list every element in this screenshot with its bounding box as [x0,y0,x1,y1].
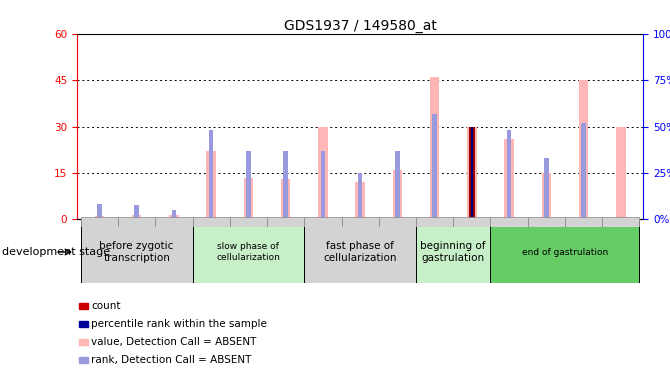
Bar [79,339,88,345]
Bar [544,158,549,219]
Text: development stage: development stage [2,247,110,257]
Bar [318,127,328,219]
Bar [468,127,475,219]
Bar [490,217,528,227]
Bar [206,151,216,219]
Bar [97,204,102,219]
Bar [304,221,416,283]
Text: value, Detection Call = ABSENT: value, Detection Call = ABSENT [91,337,257,347]
Bar [94,216,104,219]
Bar [79,303,88,309]
Bar [170,215,178,219]
Bar [490,221,639,283]
Bar [81,217,118,227]
Bar [118,217,155,227]
Title: GDS1937 / 149580_at: GDS1937 / 149580_at [283,19,437,33]
Bar [393,170,402,219]
Bar [192,221,304,283]
Bar [542,173,551,219]
Bar [602,217,639,227]
Bar [342,217,379,227]
Bar [321,151,325,219]
Bar [172,210,176,219]
Bar [209,130,213,219]
Bar [135,206,139,219]
Text: beginning of
gastrulation: beginning of gastrulation [421,242,486,263]
Bar [283,151,288,219]
Bar [416,217,453,227]
Bar [432,114,437,219]
Bar [579,80,588,219]
Bar [192,217,230,227]
Bar [244,178,253,219]
Bar [81,221,192,283]
Bar [416,221,490,283]
Bar [155,217,192,227]
Text: slow phase of
cellularization: slow phase of cellularization [216,243,280,262]
Bar [430,77,440,219]
Bar [507,130,511,219]
Bar [616,127,626,219]
Bar [281,179,290,219]
Bar [79,357,88,363]
Bar [304,217,342,227]
Bar [356,182,364,219]
Bar [79,321,88,327]
Bar [582,123,586,219]
Bar [471,127,473,219]
Bar [453,217,490,227]
Bar [379,217,416,227]
Bar [505,139,514,219]
Text: count: count [91,301,121,311]
Bar [565,217,602,227]
Bar [246,151,251,219]
Bar [528,217,565,227]
Bar [358,173,362,219]
Bar [467,127,476,219]
Text: percentile rank within the sample: percentile rank within the sample [91,319,267,329]
Text: before zygotic
transcription: before zygotic transcription [99,242,174,263]
Text: end of gastrulation: end of gastrulation [522,248,608,256]
Bar [267,217,304,227]
Bar [132,215,141,219]
Bar [230,217,267,227]
Bar [395,151,399,219]
Text: fast phase of
cellularization: fast phase of cellularization [324,242,397,263]
Text: rank, Detection Call = ABSENT: rank, Detection Call = ABSENT [91,355,251,365]
